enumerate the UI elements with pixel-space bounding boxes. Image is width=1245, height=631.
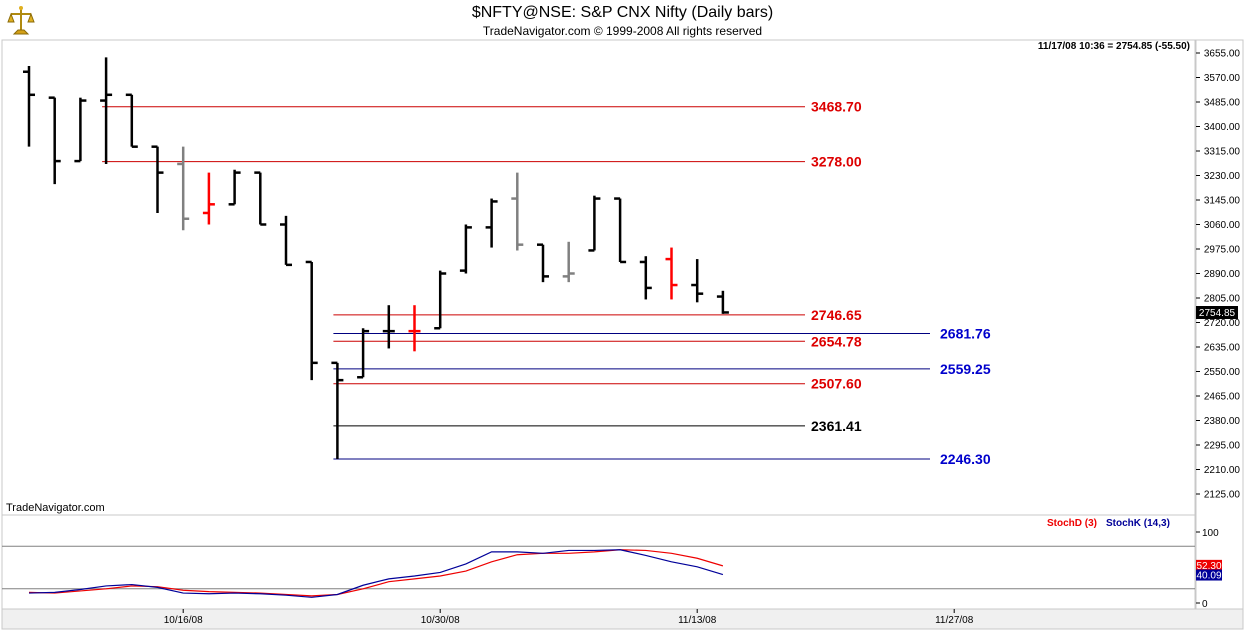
ohlc-bar — [511, 172, 524, 251]
ohlc-bar — [305, 260, 318, 381]
ohlc-bar — [588, 195, 601, 252]
ohlc-bar — [691, 259, 704, 303]
date-tick-label: 11/13/08 — [678, 615, 717, 626]
stoch-line-k — [28, 549, 724, 598]
level-label: 3278.00 — [811, 154, 862, 170]
ohlc-bar — [100, 57, 113, 164]
ohlc-bar — [357, 328, 370, 379]
watermark-text: TradeNavigator.com — [6, 502, 105, 514]
price-tick-label: 2720.00 — [1204, 318, 1241, 329]
ohlc-bar — [408, 305, 421, 352]
ohlc-bar — [665, 247, 678, 300]
level-label: 2246.30 — [940, 451, 991, 467]
price-tick-label: 3230.00 — [1204, 171, 1241, 182]
price-tick-label: 2805.00 — [1204, 294, 1241, 305]
level-lines: 3468.70 3278.00 2746.65 2681.76 2654.78 2559.… — [102, 99, 991, 467]
stochk-last-box — [1196, 569, 1222, 581]
ohlc-bar — [614, 197, 627, 264]
date-tick-label: 10/30/08 — [421, 615, 460, 626]
price-tick-label: 2295.00 — [1204, 441, 1241, 452]
price-tick-label: 3570.00 — [1204, 73, 1241, 84]
legend-stochd: StochD (3) — [1047, 518, 1097, 529]
price-tick-label: 3400.00 — [1204, 122, 1241, 133]
price-tick-label: 3315.00 — [1204, 147, 1241, 158]
ohlc-bar — [459, 224, 472, 274]
ohlc-bars — [23, 57, 729, 460]
ohlc-bar — [280, 215, 292, 267]
stochd-last-value: 52.30 — [1196, 561, 1221, 572]
date-tick-label: 10/16/08 — [164, 615, 203, 626]
ohlc-bar — [639, 256, 652, 300]
ohlc-bar — [254, 171, 267, 226]
current-price-box — [1196, 306, 1238, 319]
level-label: 2559.25 — [940, 361, 991, 377]
stoch-tick-label: 0 — [1202, 599, 1208, 610]
ohlc-bar — [48, 96, 61, 185]
price-tick-label: 2550.00 — [1204, 367, 1241, 378]
ohlc-bar — [537, 243, 549, 283]
ohlc-bar — [434, 270, 447, 330]
price-tick-label: 3655.00 — [1204, 49, 1241, 60]
x-axis-background — [1, 608, 1244, 630]
y-axis-background — [1195, 39, 1244, 610]
ohlc-bar — [331, 361, 344, 460]
current-price-marker: 2754.85 — [1196, 306, 1238, 319]
chart-title: $NFTY@NSE: S&P CNX Nifty (Daily bars) — [471, 4, 774, 21]
ohlc-bar — [177, 146, 190, 231]
price-tick-label: 2465.00 — [1204, 392, 1241, 403]
title-bar: $NFTY@NSE: S&P CNX Nifty (Daily bars) Tr… — [0, 0, 1245, 40]
level-label: 2746.65 — [811, 307, 862, 323]
price-tick-label: 2635.00 — [1204, 343, 1241, 354]
ohlc-bar — [382, 305, 395, 349]
stoch-tick-label: 100 — [1202, 528, 1219, 539]
ohlc-bar — [23, 65, 35, 147]
price-tick-label: 3485.00 — [1204, 98, 1241, 109]
price-tick-label: 2380.00 — [1204, 416, 1241, 427]
ohlc-bar — [202, 172, 215, 225]
ohlc-bar — [228, 169, 241, 206]
legend-stochk: StochK (14,3) — [1106, 518, 1170, 529]
ohlc-bar — [716, 290, 729, 314]
price-tick-label: 2975.00 — [1204, 245, 1241, 256]
price-tick-label: 3060.00 — [1204, 220, 1241, 231]
level-label: 2361.41 — [811, 418, 862, 434]
ohlc-bar — [485, 198, 498, 248]
ohlc-bar — [125, 93, 138, 148]
chart-subtitle: TradeNavigator.com © 1999-2008 All right… — [482, 24, 763, 38]
last-price-info: 11/17/08 10:36 = 2754.85 (-55.50) — [1038, 41, 1190, 52]
level-label: 2507.60 — [811, 376, 862, 392]
price-tick-label: 2125.00 — [1204, 490, 1241, 501]
indicator-panel-frame — [1, 514, 1196, 610]
price-tick-label: 3145.00 — [1204, 196, 1241, 207]
stochd-last-box — [1196, 559, 1222, 571]
ohlc-bar — [151, 145, 164, 213]
price-tick-label: 2890.00 — [1204, 269, 1241, 280]
ohlc-bar — [562, 241, 575, 283]
stochk-last-value: 40.09 — [1196, 571, 1221, 582]
price-tick-label: 2210.00 — [1204, 465, 1241, 476]
level-label: 3468.70 — [811, 99, 862, 115]
price-panel-frame — [1, 39, 1196, 516]
level-label: 2681.76 — [940, 326, 991, 342]
ohlc-bar — [74, 97, 87, 163]
date-x-axis: 10/16/08 10/30/08 11/13/08 11/27/08 — [164, 609, 974, 626]
current-price-label: 2754.85 — [1199, 308, 1236, 319]
tradenavigator-logo-icon — [7, 6, 35, 35]
price-y-axis: 3655.00 3570.00 3485.00 3400.00 3315.00 3230.… — [1196, 49, 1240, 501]
level-label: 2654.78 — [811, 333, 862, 349]
date-tick-label: 11/27/08 — [935, 615, 974, 626]
